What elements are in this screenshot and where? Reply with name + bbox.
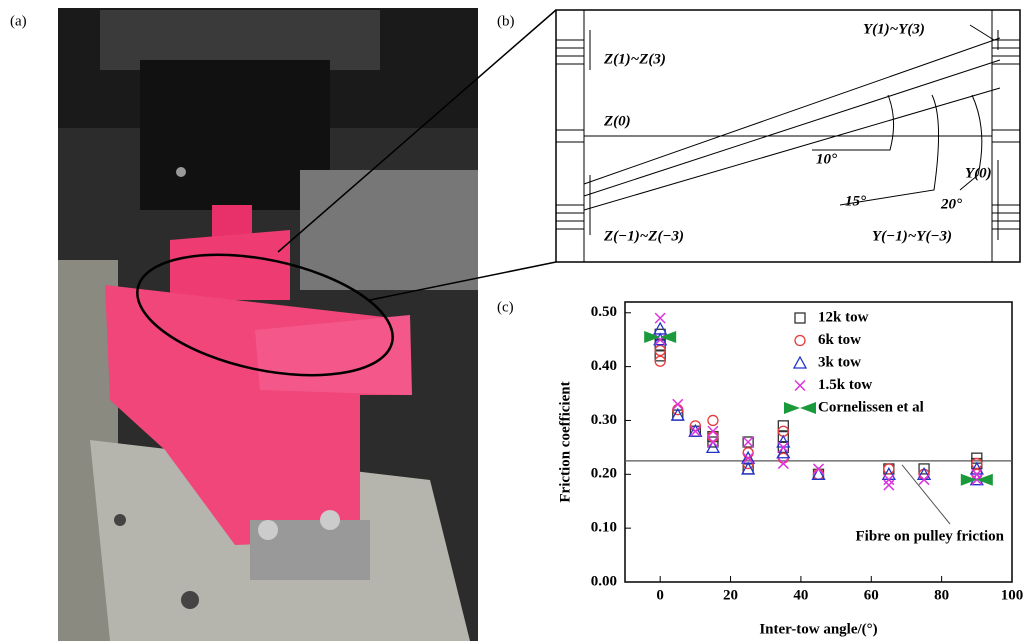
legend-marker [795, 381, 805, 391]
annotation: Fibre on pulley friction [856, 528, 1005, 544]
y-tick-label: 0.40 [591, 358, 617, 374]
legend-marker [795, 336, 805, 346]
panel-label: (a) [10, 13, 27, 29]
y-tick-label: 0.50 [591, 304, 617, 320]
y-tick-label: 0.00 [591, 573, 617, 589]
diagram-label: Y(0) [965, 165, 992, 181]
y-axis-label: Friction coefficient [557, 381, 573, 502]
point [961, 474, 993, 486]
figure: (a) (b) (c) Y(1)~Y(3) Z(1)~Z(3) Z(0) 10° 15° 20°… [0, 0, 1031, 641]
x-tick-label: 60 [864, 587, 879, 603]
diagram-label: 20° [940, 196, 962, 212]
point [654, 323, 666, 334]
legend-label: 12k tow [818, 309, 869, 325]
point [778, 459, 788, 469]
diagram-label: Y(1)~Y(3) [863, 21, 925, 37]
x-tick-label: 100 [1001, 587, 1024, 603]
point [884, 480, 894, 490]
legend-label: 3k tow [818, 354, 861, 370]
photo [58, 8, 478, 641]
panel-label: (b) [497, 13, 515, 29]
legend-label: Cornelissen et al [818, 399, 924, 415]
legend-label: 1.5k tow [818, 377, 872, 393]
x-tick-label: 40 [793, 587, 808, 603]
y-tick-label: 0.20 [591, 466, 617, 482]
x-tick-label: 20 [723, 587, 738, 603]
diagram-label: 10° [816, 151, 837, 167]
panel-label: (c) [497, 299, 514, 315]
point [743, 437, 753, 447]
diagram-label: Z(0) [603, 113, 631, 129]
diagram-label: 15° [845, 193, 866, 209]
legend-marker [794, 357, 806, 368]
point [708, 415, 718, 425]
legend-label: 6k tow [818, 332, 861, 348]
legend-marker [795, 313, 805, 323]
x-tick-label: 80 [934, 587, 949, 603]
x-axis-label: Inter-tow angle/(°) [759, 621, 877, 637]
diagram-label: Y(−1)~Y(−3) [872, 228, 952, 244]
diagram [556, 10, 1020, 262]
diagram-label: Z(−1)~Z(−3) [603, 228, 684, 244]
x-tick-label: 0 [656, 587, 664, 603]
legend-marker [784, 402, 816, 414]
diagram-label: Z(1)~Z(3) [603, 51, 666, 67]
y-tick-label: 0.30 [591, 412, 617, 428]
y-tick-label: 0.10 [591, 520, 617, 536]
